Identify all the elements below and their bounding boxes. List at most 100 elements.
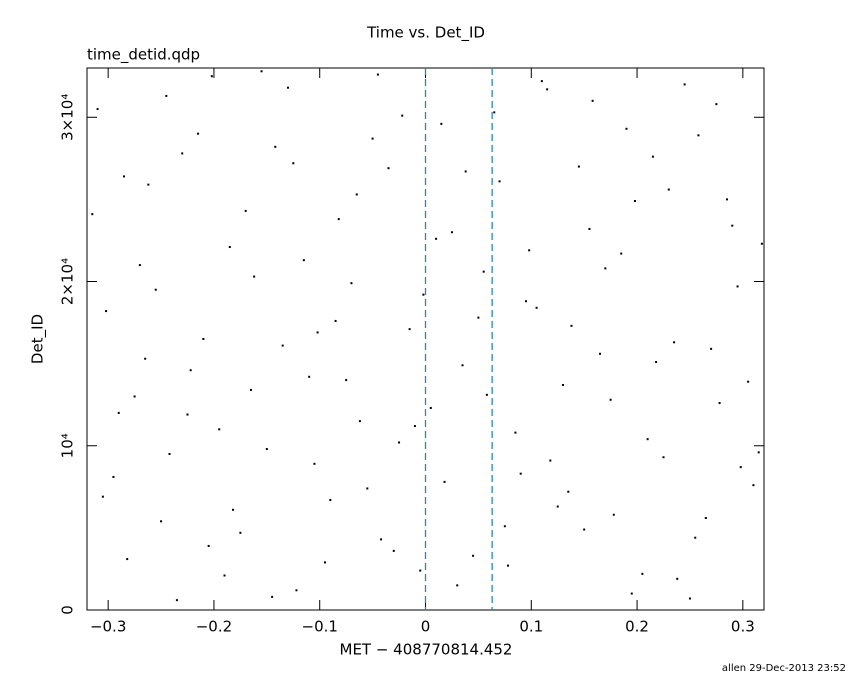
point xyxy=(316,331,319,334)
point xyxy=(274,145,277,148)
point xyxy=(583,528,586,531)
point xyxy=(133,395,136,398)
point xyxy=(345,379,348,382)
point xyxy=(371,137,374,140)
point xyxy=(228,246,231,249)
point xyxy=(218,428,221,431)
point xyxy=(244,209,247,212)
point xyxy=(189,369,192,372)
x-tick-label: 0.1 xyxy=(519,618,543,636)
point xyxy=(350,282,353,285)
point xyxy=(366,487,369,490)
point xyxy=(380,538,383,541)
point xyxy=(443,480,446,483)
point xyxy=(704,517,707,520)
x-tick-label: 0 xyxy=(421,618,431,636)
point xyxy=(667,188,670,191)
y-tick-label: 3×10⁴ xyxy=(59,94,77,141)
point xyxy=(567,490,570,493)
point xyxy=(144,357,147,360)
y-tick-label: 2×10⁴ xyxy=(59,258,77,305)
point xyxy=(123,175,126,178)
point xyxy=(604,267,607,270)
point xyxy=(588,227,591,230)
point xyxy=(117,411,120,414)
point xyxy=(175,599,178,602)
point xyxy=(757,451,760,454)
point xyxy=(105,310,108,313)
point xyxy=(535,306,538,309)
point xyxy=(231,508,234,511)
point xyxy=(556,505,559,508)
point xyxy=(202,338,205,340)
point xyxy=(736,285,739,288)
point xyxy=(620,252,623,255)
point xyxy=(408,328,411,331)
point xyxy=(472,554,475,557)
point xyxy=(676,577,679,580)
x-tick-label: −0.3 xyxy=(90,618,126,636)
point xyxy=(292,162,295,165)
point xyxy=(239,531,242,534)
point xyxy=(197,132,200,135)
point xyxy=(725,198,728,201)
point xyxy=(482,270,485,273)
point xyxy=(249,388,252,391)
point xyxy=(507,564,510,567)
chart-subtitle: time_detid.qdp xyxy=(87,46,200,65)
point xyxy=(253,275,256,278)
footer: allen 29-Dec-2013 23:52 xyxy=(722,663,846,674)
point xyxy=(419,569,422,572)
x-tick-label: 0.3 xyxy=(731,618,755,636)
point xyxy=(612,513,615,516)
x-tick-label: 0.2 xyxy=(625,618,649,636)
y-tick-label: 10⁴ xyxy=(59,433,77,458)
point xyxy=(651,155,654,158)
point xyxy=(165,94,168,97)
point xyxy=(440,122,443,125)
point xyxy=(739,466,742,469)
point xyxy=(609,398,612,401)
point xyxy=(186,413,189,416)
point xyxy=(747,380,750,383)
point xyxy=(662,456,665,459)
point xyxy=(655,360,658,363)
point xyxy=(271,595,274,598)
point xyxy=(549,459,552,462)
point xyxy=(265,448,268,451)
point xyxy=(697,134,700,137)
point xyxy=(308,375,311,378)
point xyxy=(688,597,691,600)
point xyxy=(313,462,316,465)
point xyxy=(577,165,580,168)
x-tick-label: −0.1 xyxy=(302,618,338,636)
point xyxy=(168,452,171,455)
point xyxy=(286,86,289,89)
point xyxy=(591,99,594,102)
point xyxy=(429,406,432,409)
point xyxy=(493,111,496,114)
point xyxy=(358,420,361,423)
point xyxy=(401,114,404,117)
point xyxy=(387,167,390,170)
point xyxy=(562,383,565,386)
point xyxy=(281,344,284,347)
point xyxy=(528,249,531,252)
point xyxy=(376,73,379,76)
point xyxy=(181,152,184,155)
point xyxy=(673,341,676,344)
y-tick-label: 0 xyxy=(59,605,77,615)
point xyxy=(295,589,298,592)
y-axis-label: Det_ID xyxy=(29,314,48,364)
point xyxy=(752,484,755,487)
point xyxy=(464,170,467,173)
point xyxy=(91,213,94,216)
point xyxy=(731,224,734,227)
point xyxy=(413,425,416,428)
point xyxy=(498,180,501,183)
point xyxy=(630,592,633,595)
point xyxy=(334,319,337,322)
point xyxy=(302,259,305,262)
point xyxy=(223,574,226,577)
